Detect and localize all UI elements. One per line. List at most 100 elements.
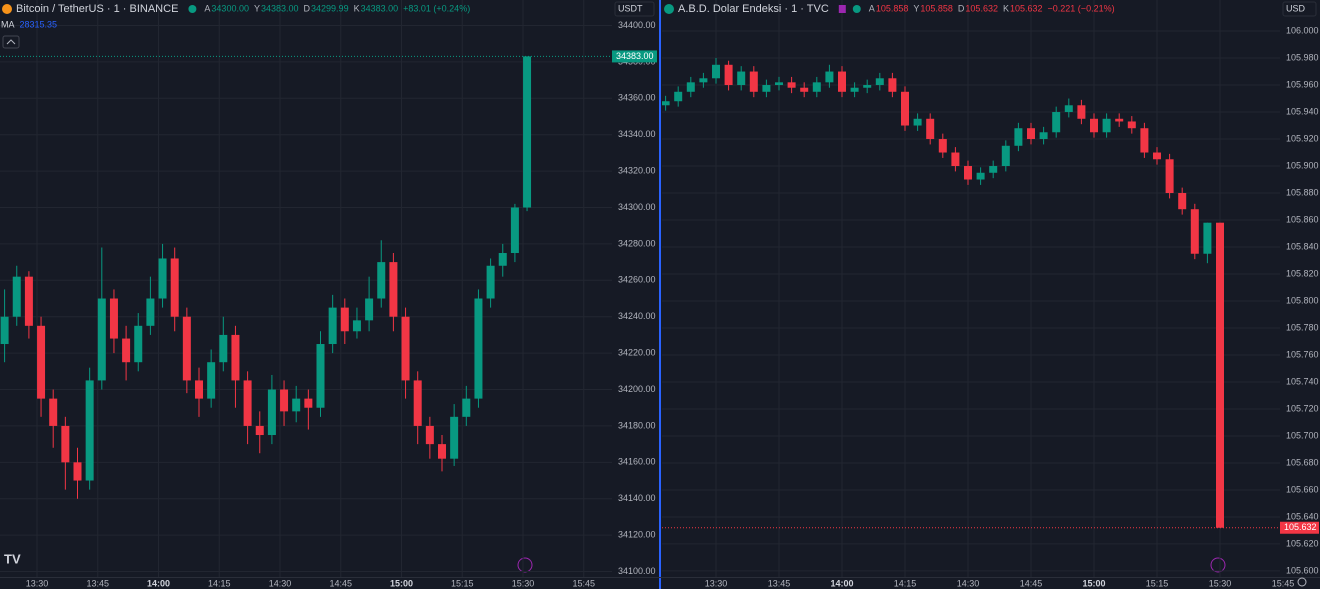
y-tick-label: 105.860 [1286,214,1319,224]
ohlc-value: 105.632 [965,3,998,13]
candle-body [425,425,434,445]
candle-body [450,416,459,459]
ohlc-value: 34383.00 [261,3,299,13]
candle-body [146,298,155,326]
y-tick-label: 105.720 [1286,403,1319,413]
candle-body [389,262,398,317]
x-tick-label: 14:00 [147,578,170,588]
candle-body [195,380,203,399]
candle-body [938,139,947,153]
candle-body [97,298,106,381]
currency-button[interactable] [1282,1,1317,17]
symbol-icon [664,4,674,14]
y-tick-label: 105.640 [1286,511,1319,521]
market-status [852,5,861,13]
x-tick-label: 14:15 [208,578,231,588]
candle-body [61,425,70,463]
candle-body [85,380,94,481]
collapse-icon [6,39,16,45]
y-tick-label: 34360.00 [618,93,656,103]
candle-body [1027,128,1035,140]
symbol-title: Bitcoin / TetherUS · 1 · BINANCE [16,3,178,15]
candle-body [724,64,733,86]
candle-body [1077,105,1086,119]
candle-body [1140,128,1149,153]
candle-body [812,82,821,92]
x-tick-label: 15:15 [451,578,474,588]
candle-body [170,258,179,317]
candle-body [292,398,301,412]
candle-body [1052,112,1061,133]
pane [662,0,1280,577]
y-tick-label: 105.660 [1286,484,1319,494]
flag-icon [838,5,846,13]
candle-body [109,298,118,339]
ohlc-label: Y [913,3,919,13]
currency: USDT [618,3,643,13]
candle-body [749,71,758,92]
candle-body [762,85,771,92]
y-tick-label: 34140.00 [618,493,656,503]
candle-body [352,320,361,332]
candle-body [486,265,495,299]
candle-body [438,444,446,459]
symbol-title: A.B.D. Dolar Endeksi · 1 · TVC [678,3,829,15]
candle-body [1165,159,1174,194]
collapse-button[interactable] [2,35,20,49]
candle-body [0,316,9,345]
y-tick-label: 34160.00 [618,457,656,467]
y-tick-label: 105.680 [1286,457,1319,467]
y-tick-label: 34300.00 [618,202,656,212]
x-tick-label: 15:15 [1146,578,1169,588]
currency-button[interactable] [614,1,655,17]
candle-body [498,253,507,266]
ohlc-value: 105.858 [920,3,953,13]
lightning-icon[interactable] [1210,557,1226,573]
currency: USD [1286,3,1306,13]
ohlc-label: K [354,3,360,13]
y-tick-label: 106.000 [1286,25,1319,35]
y-tick-label: 105.920 [1286,133,1319,143]
candle-body [787,82,796,88]
ohlc-label: A [204,3,210,13]
x-tick-label: 14:00 [830,578,853,588]
ohlc-value: 34383.00 [361,3,399,13]
candle-body [1203,222,1212,254]
last-price-tag [1280,521,1319,534]
candle-body [207,362,216,399]
candle-body [1115,118,1124,122]
candle-body [462,398,471,417]
y-tick-label: 105.820 [1286,268,1319,278]
y-tick-label: 34200.00 [618,384,656,394]
candle-body [838,71,846,92]
y-tick-label: 34120.00 [618,530,656,540]
candle-body [1039,132,1048,140]
ohlc-label: D [304,3,311,13]
candle-body [800,87,809,92]
candle-body [1178,193,1187,210]
x-tick-label: 13:30 [26,578,49,588]
y-tick-label: 34320.00 [618,165,656,175]
y-tick-label: 34100.00 [618,566,656,576]
ohlc-label: A [869,3,875,13]
candle-body [365,298,374,321]
candle-body [964,166,972,180]
x-tick-label: 15:45 [572,578,595,588]
y-tick-label: 105.980 [1286,52,1319,62]
y-tick-label: 34400.00 [618,20,656,30]
candle-body [243,380,252,426]
y-tick-label: 105.620 [1286,538,1319,548]
ohlc-value: 34299.99 [311,3,349,13]
y-tick-label: 105.940 [1286,106,1319,116]
ohlc-value: 105.858 [876,3,909,13]
candle-body [304,398,313,408]
y-tick-label: 105.760 [1286,349,1319,359]
pane [0,0,612,577]
candle-body [401,316,410,381]
y-tick-label: 34280.00 [618,238,656,248]
last-price-label: 34383.00 [616,51,654,61]
last-price-tag [612,50,657,63]
price-axis: 105.600 105.620 105.640 105.660 105.680 105.7… [1286,25,1319,575]
candle-body [1190,209,1199,254]
settings-icon[interactable] [1297,577,1307,587]
